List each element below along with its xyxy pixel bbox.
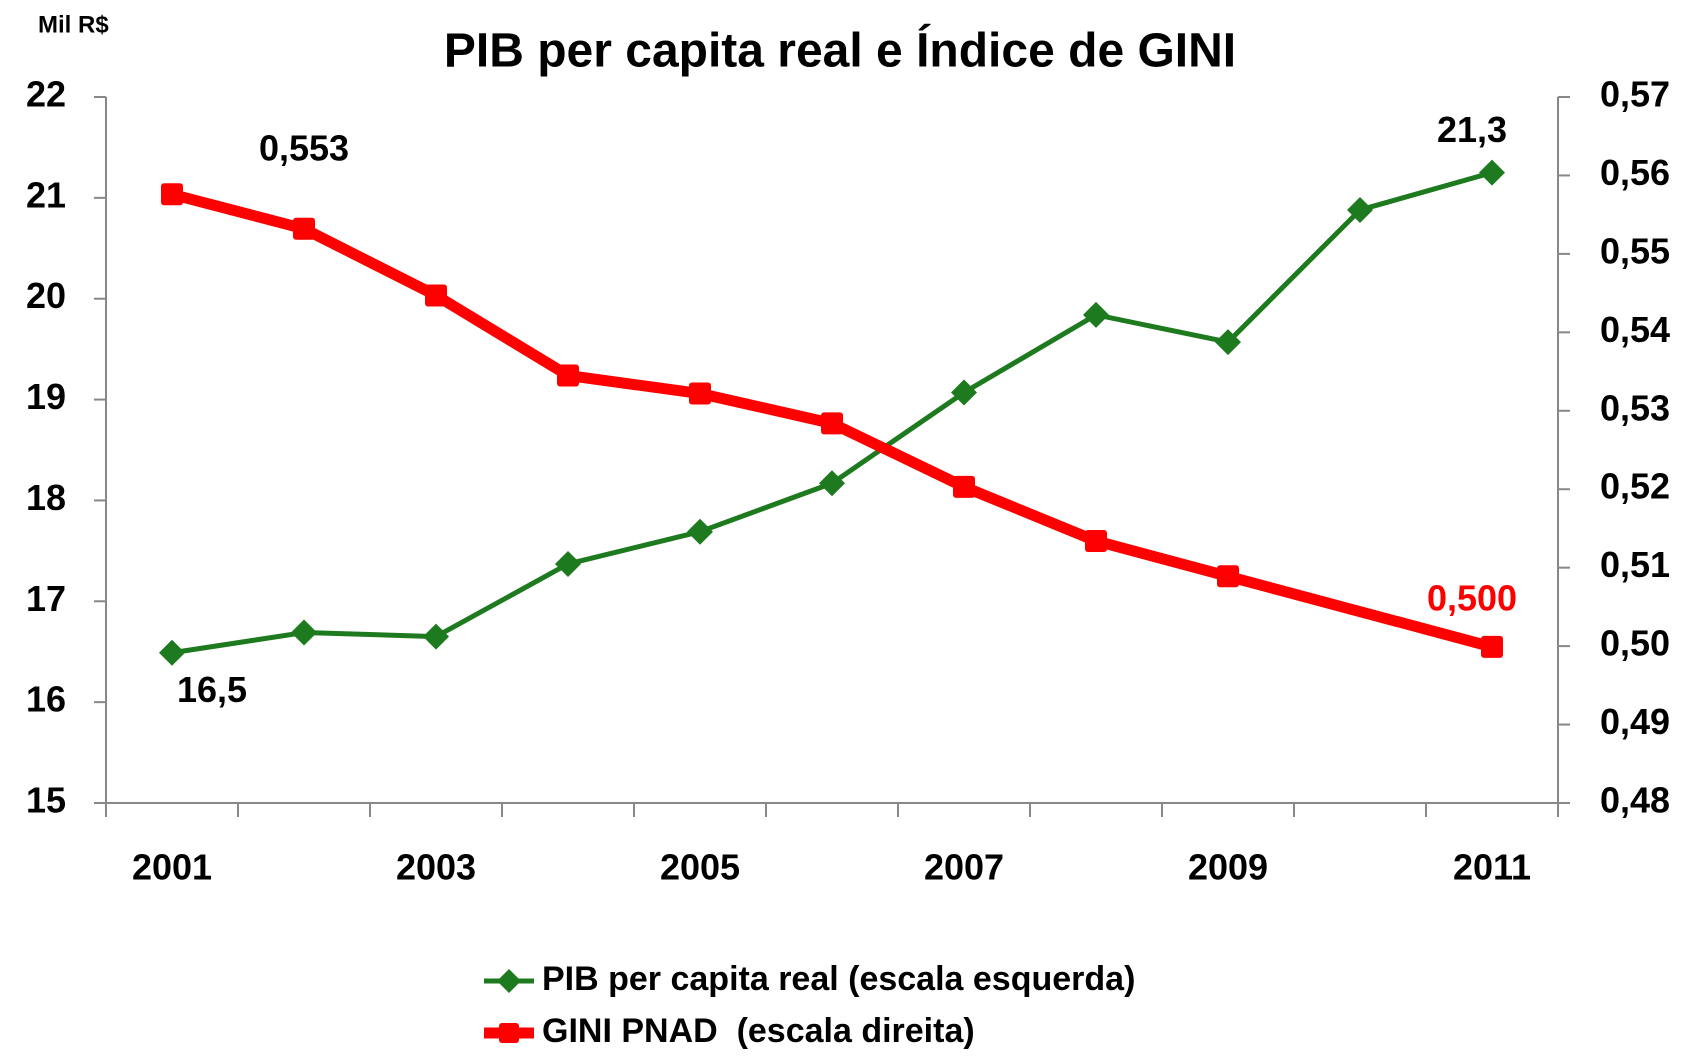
- y2-tick-label: 0,49: [1600, 701, 1670, 742]
- marker: [425, 284, 447, 307]
- y-axis-label: Mil R$: [38, 11, 109, 38]
- data-label: 0,553: [259, 127, 349, 168]
- y2-tick-label: 0,57: [1600, 74, 1670, 115]
- y-tick-label: 17: [26, 578, 66, 619]
- y-tick-label: 20: [26, 275, 66, 316]
- marker: [819, 470, 845, 497]
- y-tick-label: 18: [26, 477, 66, 518]
- chart-title: PIB per capita real e Índice de GINI: [444, 24, 1236, 78]
- marker: [687, 518, 713, 545]
- x-tick-label: 2005: [660, 847, 740, 888]
- y-tick-label: 15: [26, 780, 66, 821]
- y2-tick-label: 0,51: [1600, 544, 1670, 585]
- marker: [1481, 635, 1503, 658]
- y-tick-label: 19: [26, 376, 66, 417]
- y2-tick-label: 0,48: [1600, 780, 1670, 821]
- line-connector: [1226, 570, 1494, 653]
- x-tick-label: 2001: [132, 847, 212, 888]
- marker: [161, 183, 183, 206]
- marker: [159, 639, 185, 666]
- legend-marker: [499, 1023, 519, 1043]
- marker: [1083, 301, 1109, 328]
- x-tick-label: 2003: [396, 847, 476, 888]
- marker: [1217, 565, 1239, 588]
- marker: [1347, 196, 1373, 223]
- y2-tick-label: 0,50: [1600, 623, 1670, 664]
- x-tick-label: 2011: [1453, 847, 1531, 888]
- legend-label: PIB per capita real (escala esquerda): [542, 960, 1135, 998]
- marker: [423, 623, 449, 650]
- marker: [293, 217, 315, 240]
- marker: [1479, 159, 1505, 186]
- y-tick-label: 16: [26, 679, 66, 720]
- marker: [1085, 529, 1107, 552]
- y2-tick-label: 0,54: [1600, 309, 1670, 350]
- y-tick-label: 22: [26, 74, 66, 115]
- y2-tick-label: 0,55: [1600, 230, 1670, 271]
- legend-marker: [497, 969, 521, 993]
- marker: [689, 382, 711, 405]
- marker: [555, 550, 581, 577]
- marker: [291, 619, 317, 646]
- y2-tick-label: 0,52: [1600, 466, 1670, 507]
- y2-tick-label: 0,53: [1600, 387, 1670, 428]
- marker: [821, 412, 843, 435]
- y2-tick-label: 0,56: [1600, 152, 1670, 193]
- marker: [557, 364, 579, 387]
- marker: [953, 475, 975, 498]
- y-tick-label: 21: [26, 174, 66, 215]
- x-tick-label: 2007: [924, 847, 1004, 888]
- data-label: 0,500: [1427, 577, 1517, 618]
- x-tick-label: 2009: [1188, 847, 1268, 888]
- marker: [1215, 329, 1241, 356]
- legend-label: GINI PNAD (escala direita): [542, 1012, 975, 1050]
- marker: [951, 379, 977, 406]
- data-label: 21,3: [1437, 109, 1507, 150]
- data-label: 16,5: [177, 669, 247, 710]
